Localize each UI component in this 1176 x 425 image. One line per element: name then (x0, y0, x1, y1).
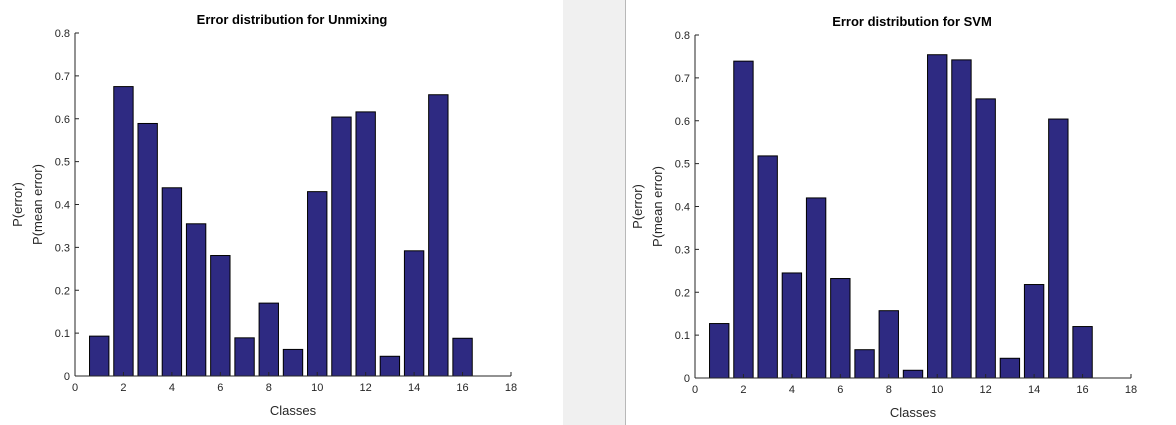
y-tick-label: 0.4 (55, 200, 70, 212)
bar-class-12 (355, 111, 376, 377)
bar-class-9 (282, 348, 304, 377)
y-tick-label: 0.8 (675, 30, 690, 42)
x-tick-label: 12 (360, 382, 372, 394)
y-tick-label: 0 (64, 371, 70, 383)
bar-class-12 (975, 98, 996, 379)
y-tick-label: 0.6 (675, 116, 690, 128)
chart-panel-unmixing: Error distribution for Unmixing 0 2 4 6 8 10 12… (0, 0, 563, 425)
bar-class-7 (234, 337, 255, 377)
bar-class-10 (307, 191, 328, 377)
y-tick-label: 0.4 (675, 202, 690, 214)
bar-class-14 (403, 250, 425, 377)
bar-class-5 (185, 223, 207, 377)
y-tick-label: 0.2 (675, 287, 690, 299)
y-axis-label: P(mean error) (650, 166, 665, 247)
bar-class-15 (1048, 118, 1069, 379)
x-tick-label: 18 (1125, 384, 1137, 396)
bar-class-7 (854, 349, 875, 379)
bar-class-1 (89, 335, 110, 377)
bar-class-5 (805, 197, 827, 379)
chart-title: Error distribution for SVM (832, 14, 992, 29)
bar-class-10 (927, 54, 948, 379)
x-tick-label: 0 (72, 382, 78, 394)
bar-class-6 (210, 255, 231, 377)
y-tick-label: 0.3 (55, 242, 70, 254)
x-tick-label: 6 (217, 382, 223, 394)
y-tick-label: 0.7 (55, 71, 70, 83)
x-tick-label: 6 (837, 384, 843, 396)
bar-class-3 (757, 155, 778, 379)
bar-class-8 (258, 302, 279, 377)
bar-class-9 (902, 369, 924, 379)
x-tick-label: 8 (266, 382, 272, 394)
x-tick-label: 10 (931, 384, 943, 396)
bar-class-4 (781, 272, 803, 379)
x-tick-label: 4 (789, 384, 795, 396)
chart-title: Error distribution for Unmixing (197, 12, 388, 27)
y-tick-label: 0.2 (55, 285, 70, 297)
bar-class-8 (878, 310, 899, 379)
x-tick-label: 8 (886, 384, 892, 396)
bar-class-3 (137, 122, 158, 377)
chart-panel-svm: Error distribution for SVM 0 2 4 6 8 10 12 14 16 1… (625, 0, 1176, 425)
y-axis-label: P(mean error) (30, 164, 45, 245)
bar-class-6 (830, 278, 851, 379)
y-axis-label: P(error) (10, 182, 25, 227)
x-tick-label: 4 (169, 382, 175, 394)
chart-unmixing: Error distribution for Unmixing 0 2 4 6 8 10 12… (10, 12, 517, 418)
x-tick-label: 2 (740, 384, 746, 396)
y-tick-label: 0.1 (55, 328, 70, 340)
y-tick-label: 0.5 (675, 159, 690, 171)
y-tick-label: 0.1 (675, 330, 690, 342)
bar-class-4 (161, 187, 183, 377)
y-tick-label: 0 (684, 373, 690, 385)
bar-class-14 (1023, 284, 1045, 379)
x-tick-label: 16 (1076, 384, 1088, 396)
x-tick-label: 10 (311, 382, 323, 394)
bar-class-15 (428, 94, 449, 377)
chart-svm: Error distribution for SVM 0 2 4 6 8 10 12 14 16 1… (630, 14, 1137, 420)
bar-class-13 (379, 355, 401, 377)
y-tick-label: 0.7 (675, 73, 690, 85)
x-tick-label: 14 (408, 382, 420, 394)
y-tick-label: 0.3 (675, 244, 690, 256)
bar-class-2 (733, 60, 754, 379)
x-tick-label: 14 (1028, 384, 1040, 396)
x-tick-label: 2 (120, 382, 126, 394)
x-tick-label: 18 (505, 382, 517, 394)
x-tick-label: 16 (456, 382, 468, 394)
x-tick-label: 12 (980, 384, 992, 396)
x-axis-label: Classes (270, 403, 317, 418)
y-tick-label: 0.5 (55, 157, 70, 169)
bar-class-2 (113, 86, 134, 377)
x-axis-label: Classes (890, 405, 937, 420)
bar-class-13 (999, 357, 1021, 379)
y-tick-label: 0.8 (55, 28, 70, 40)
x-tick-label: 0 (692, 384, 698, 396)
bar-class-1 (709, 323, 730, 379)
bar-class-16 (452, 337, 473, 377)
bar-class-11 (331, 116, 352, 377)
bar-class-11 (951, 59, 972, 379)
y-tick-label: 0.6 (55, 114, 70, 126)
bar-class-16 (1072, 326, 1093, 379)
y-axis-label: P(error) (630, 184, 645, 229)
